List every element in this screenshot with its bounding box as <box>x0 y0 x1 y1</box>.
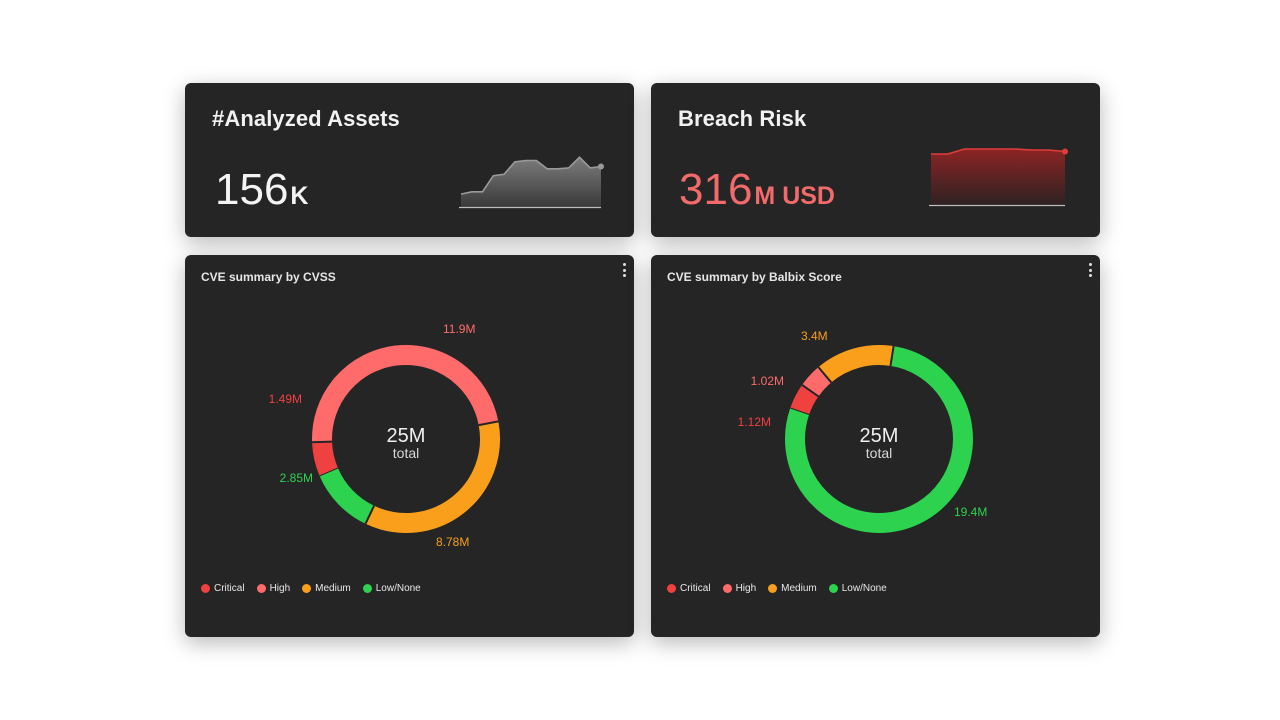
cve-balbix-separator <box>817 366 833 384</box>
cve-balbix-separator <box>889 345 895 367</box>
legend-dot-icon <box>667 584 676 593</box>
legend-label: Critical <box>680 583 711 594</box>
cve-cvss-label-critical: 1.49M <box>269 392 302 406</box>
legend-label: Critical <box>214 583 245 594</box>
breach-risk-unit: M USD <box>754 182 835 210</box>
analyzed-assets-spark-line <box>460 156 602 195</box>
cve-cvss-label-medium: 8.78M <box>436 535 469 549</box>
cve-balbix-separator <box>801 384 820 398</box>
breach-risk-value: 316M USD <box>679 165 835 215</box>
breach-risk-spark-area <box>931 149 1065 205</box>
cve-cvss-center-value: 25M <box>387 425 426 447</box>
legend-dot-icon <box>201 584 210 593</box>
cve-balbix-legend-item-critical[interactable]: Critical <box>667 583 711 594</box>
legend-dot-icon <box>302 584 312 593</box>
cve-balbix-center-value: 25M <box>860 425 899 447</box>
cve-cvss-legend-item-critical[interactable]: Critical <box>201 583 245 594</box>
cve-cvss-legend-item-low[interactable]: Low/None <box>362 583 421 594</box>
legend-dot-icon <box>362 584 372 593</box>
cve-cvss-legend-item-high[interactable]: High <box>256 583 291 594</box>
cve-cvss-center-label: total <box>393 445 419 461</box>
legend-dot-icon <box>768 584 778 593</box>
cve-balbix-title: CVE summary by Balbix Score <box>667 270 842 284</box>
cve-balbix-label-critical: 1.12M <box>738 415 771 429</box>
breach-risk-spark-end-dot <box>1062 148 1068 155</box>
cve-balbix-segment-medium <box>818 345 894 383</box>
legend-label: Low/None <box>375 583 421 594</box>
cve-balbix-segment-critical <box>790 384 819 416</box>
legend-label: Low/None <box>841 583 887 594</box>
cve-balbix-legend-item-high[interactable]: High <box>722 583 757 594</box>
cve-cvss-menu-icon[interactable] <box>620 262 628 278</box>
breach-risk-card: Breach Risk 316M USD <box>651 83 1100 237</box>
cve-balbix-legend: Critical High Medium Low/None <box>667 583 887 594</box>
analyzed-assets-value: 156K <box>215 165 308 215</box>
breach-risk-spark-line <box>931 148 1066 155</box>
cve-cvss-legend-item-medium[interactable]: Medium <box>302 583 351 594</box>
cve-balbix-segment-low <box>785 346 973 533</box>
cve-cvss-title: CVE summary by CVSS <box>201 270 336 284</box>
analyzed-assets-title: #Analyzed Assets <box>212 106 400 131</box>
legend-label: High <box>269 583 291 594</box>
analyzed-assets-spark-area <box>461 157 601 207</box>
cve-balbix-menu-icon[interactable] <box>1086 262 1094 278</box>
cve-cvss-segment-high <box>312 344 499 443</box>
legend-dot-icon <box>828 584 838 593</box>
analyzed-assets-spark-end-dot <box>598 163 604 170</box>
legend-dot-icon <box>722 584 732 593</box>
cve-cvss-segment-critical <box>312 441 339 477</box>
cve-balbix-legend-item-medium[interactable]: Medium <box>768 583 817 594</box>
cve-balbix-segment-high <box>802 367 832 397</box>
cve-cvss-label-low: 2.85M <box>280 471 313 485</box>
cve-cvss-legend: Critical High Medium Low/None <box>201 583 421 594</box>
cve-cvss-separator <box>478 420 499 427</box>
cve-cvss-segment-low <box>319 468 375 524</box>
cve-balbix-legend-item-low[interactable]: Low/None <box>828 583 887 594</box>
cve-cvss-separator <box>312 440 333 444</box>
breach-risk-number: 316 <box>679 165 753 214</box>
cve-balbix-panel: CVE summary by Balbix Score 25M total 1.12… <box>651 255 1100 637</box>
analyzed-assets-number: 156 <box>215 165 289 214</box>
analyzed-assets-unit: K <box>290 182 309 210</box>
legend-dot-icon <box>256 584 266 593</box>
legend-label: Medium <box>315 583 351 594</box>
cve-cvss-separator <box>364 505 375 525</box>
legend-label: High <box>735 583 757 594</box>
cve-cvss-segment-medium <box>365 421 500 533</box>
analyzed-assets-card: #Analyzed Assets 156K <box>185 83 634 237</box>
breach-risk-title: Breach Risk <box>678 106 807 131</box>
cve-balbix-separator <box>789 407 810 416</box>
cve-balbix-center-label: total <box>866 445 892 461</box>
cve-cvss-panel: CVE summary by CVSS 25M total 1.49M 11.9M 8.… <box>185 255 634 637</box>
cve-balbix-label-low: 19.4M <box>954 505 987 519</box>
cve-balbix-label-high: 1.02M <box>751 374 784 388</box>
cve-balbix-label-medium: 3.4M <box>801 329 828 343</box>
breach-risk-sparkline <box>929 148 1068 207</box>
analyzed-assets-sparkline <box>459 156 604 209</box>
legend-label: Medium <box>781 583 817 594</box>
cve-cvss-label-high: 11.9M <box>443 322 475 336</box>
